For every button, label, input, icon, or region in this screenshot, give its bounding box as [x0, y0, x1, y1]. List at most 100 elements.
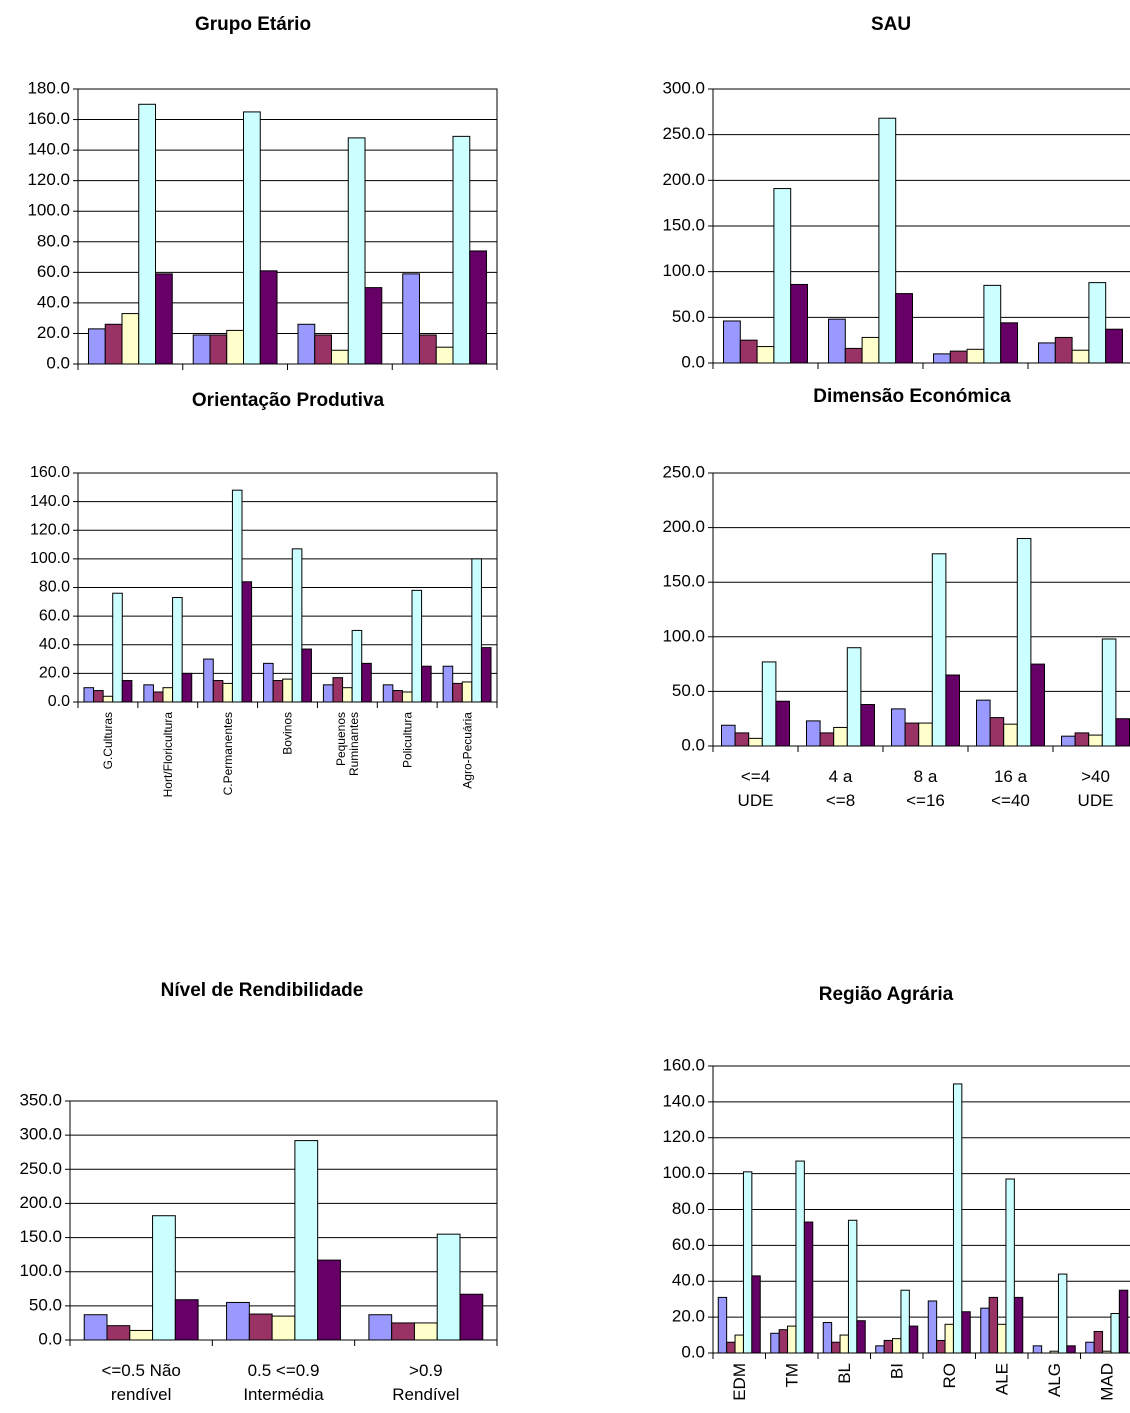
y-tick-label: 160.0 — [27, 109, 70, 128]
bar — [1088, 734, 1103, 747]
bar — [976, 699, 991, 747]
bar — [301, 648, 312, 703]
y-tick-label: 140.0 — [27, 140, 70, 159]
x-tick-label: <=0.5 Não rendível — [101, 1361, 180, 1404]
x-tick-label-line: <=0.5 Não — [101, 1361, 180, 1380]
bar — [297, 323, 316, 365]
chart: Dimensão Económica 0.0 50.0 100.0 150.0 200.0… — [662, 386, 1130, 810]
y-tick-label: 150.0 — [19, 1227, 62, 1246]
x-tick-label: TM — [783, 1363, 802, 1388]
y-tick-label: 200.0 — [662, 517, 705, 536]
y-tick-label: 60.0 — [39, 607, 70, 624]
bar — [819, 732, 835, 747]
bar — [846, 647, 862, 747]
bar — [226, 329, 245, 365]
bar — [1110, 1313, 1120, 1354]
bar — [839, 1334, 849, 1354]
x-tick-label: Bovinos — [281, 712, 295, 755]
bar — [1066, 1345, 1076, 1354]
chart-title: SAU — [871, 14, 911, 35]
bar — [459, 1293, 484, 1341]
y-tick-label: 50.0 — [29, 1295, 62, 1314]
bar — [259, 270, 278, 365]
y-tick-label: 40.0 — [39, 636, 70, 653]
bar — [931, 553, 947, 747]
x-tick-label-line: Ruminantes — [347, 712, 361, 776]
y-tick-label: 250.0 — [662, 124, 705, 143]
bar — [961, 1311, 971, 1354]
bar — [883, 1339, 894, 1354]
bar — [436, 1233, 461, 1341]
y-tick-label: 40.0 — [37, 292, 70, 311]
chart: Nível de Rendibilidade 0.0 50.0 100.0 150.0 2… — [19, 980, 498, 1404]
bar — [828, 318, 846, 364]
bar — [106, 1325, 131, 1341]
bar — [983, 284, 1002, 364]
y-tick-label: 120.0 — [27, 170, 70, 189]
bar — [908, 1325, 919, 1354]
y-tick-label: 140.0 — [30, 493, 70, 510]
y-tick-label: 200.0 — [662, 170, 705, 189]
y-tick-label: 20.0 — [39, 665, 70, 682]
bar — [952, 1083, 963, 1354]
bar — [734, 1334, 744, 1354]
bar — [989, 717, 1005, 747]
bar — [787, 1325, 797, 1354]
bar — [174, 1299, 199, 1341]
x-tick-label: RO — [940, 1363, 959, 1389]
bar — [243, 111, 261, 365]
bar — [717, 1296, 728, 1354]
y-tick-label: 120.0 — [662, 1127, 705, 1146]
x-tick-label-line: >0.9 — [409, 1361, 443, 1380]
bar — [1057, 1273, 1068, 1354]
chart-title: Nível de Rendibilidade — [161, 980, 364, 1001]
y-tick-label: 0.0 — [681, 352, 705, 371]
y-tick-label: 350.0 — [19, 1090, 62, 1109]
bar — [761, 661, 777, 747]
bar — [1000, 322, 1019, 364]
bar — [469, 250, 488, 365]
bar — [248, 1313, 273, 1341]
bar — [949, 350, 968, 364]
bar — [860, 704, 876, 747]
y-tick-label: 100.0 — [662, 1163, 705, 1182]
bar — [778, 1329, 789, 1354]
bar — [172, 597, 183, 703]
bar — [282, 678, 293, 703]
y-tick-label: 0.0 — [681, 1342, 705, 1361]
bar — [152, 1215, 176, 1341]
bar — [856, 1320, 866, 1354]
bar — [222, 682, 233, 703]
bar — [226, 1301, 250, 1341]
bar — [1013, 1296, 1024, 1354]
bar — [1093, 1330, 1104, 1354]
bar — [411, 589, 423, 703]
x-tick-label: ALE — [993, 1363, 1012, 1395]
bar — [1102, 1350, 1112, 1354]
plot-border — [69, 1100, 498, 1341]
bar — [421, 665, 432, 703]
bar — [1032, 1345, 1043, 1354]
bar — [93, 690, 104, 703]
x-tick-label-line: Pequenos — [334, 712, 348, 766]
chart-title: Grupo Etário — [195, 14, 311, 35]
bar — [1049, 1350, 1059, 1354]
bar — [844, 347, 863, 364]
y-tick-label: 0.0 — [46, 353, 70, 372]
bar — [803, 1221, 814, 1354]
bar — [1118, 1289, 1129, 1354]
bar — [1003, 723, 1018, 747]
bar — [739, 339, 758, 364]
bar — [1054, 336, 1073, 364]
bar — [452, 682, 463, 703]
bar — [997, 1323, 1007, 1354]
bar — [104, 323, 123, 365]
bar — [748, 737, 763, 747]
x-tick-label: 0.5 <=0.9 Intermédia — [243, 1361, 324, 1404]
y-tick-label: 100.0 — [662, 261, 705, 280]
bar — [143, 684, 154, 703]
y-tick-label: 160.0 — [30, 464, 70, 481]
bar — [927, 1300, 938, 1354]
bar — [162, 687, 174, 703]
bar — [241, 581, 253, 703]
